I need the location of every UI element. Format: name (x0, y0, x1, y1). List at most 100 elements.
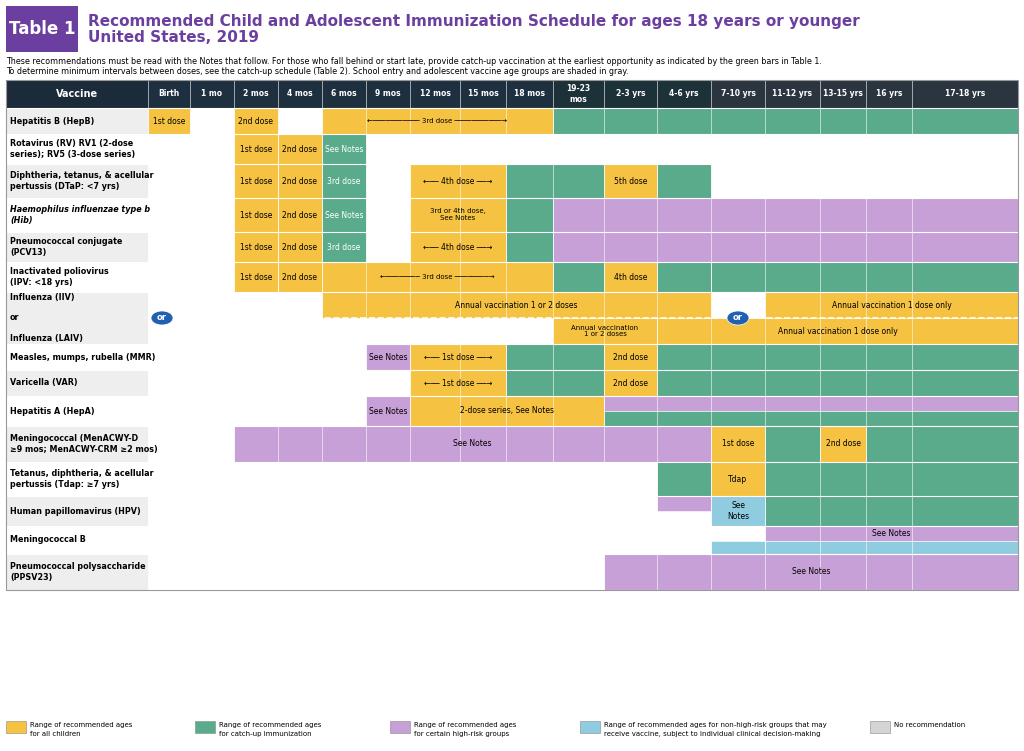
Bar (410, 370, 506, 396)
Bar (322, 134, 366, 164)
Text: United States, 2019: United States, 2019 (88, 30, 259, 45)
Text: Hepatitis B (HepB): Hepatitis B (HepB) (10, 116, 94, 125)
Text: ←──────── 3rd dose ────────→: ←──────── 3rd dose ────────→ (380, 274, 495, 280)
Text: 2nd dose: 2nd dose (283, 144, 317, 153)
Bar (820, 108, 866, 590)
Text: 2nd dose: 2nd dose (825, 439, 860, 448)
Bar (322, 232, 366, 262)
Bar (6, 396, 1018, 426)
Bar (765, 80, 820, 108)
Bar (765, 496, 1018, 526)
Bar (506, 232, 553, 262)
Bar (6, 554, 148, 590)
Text: Hepatitis A (HepA): Hepatitis A (HepA) (10, 406, 94, 415)
Bar (6, 370, 148, 396)
Bar (234, 198, 278, 232)
Text: 7-10 yrs: 7-10 yrs (721, 89, 756, 98)
Bar (6, 721, 26, 733)
Text: Tetanus, diphtheria, & acellular
pertussis (Tdap: ≥7 yrs): Tetanus, diphtheria, & acellular pertuss… (10, 469, 154, 489)
Text: Tdap: Tdap (728, 475, 748, 484)
Bar (6, 262, 1018, 292)
Text: or: or (733, 313, 743, 322)
Bar (820, 80, 866, 108)
Text: 2nd dose: 2nd dose (283, 243, 317, 252)
Bar (604, 411, 1018, 426)
Bar (711, 262, 1018, 292)
Text: 3rd dose: 3rd dose (328, 176, 360, 185)
Text: 1st dose: 1st dose (722, 439, 755, 448)
Bar (6, 262, 148, 292)
Text: Inactivated poliovirus
(IPV: <18 yrs): Inactivated poliovirus (IPV: <18 yrs) (10, 267, 109, 287)
Bar (657, 344, 1018, 370)
Bar (410, 198, 506, 232)
Text: 9 mos: 9 mos (375, 89, 400, 98)
Bar (912, 80, 1018, 108)
Bar (322, 164, 366, 198)
Bar (506, 370, 604, 396)
Ellipse shape (151, 311, 173, 325)
Bar (553, 108, 1018, 134)
Bar (657, 164, 711, 198)
Bar (234, 232, 278, 262)
Bar (6, 6, 78, 52)
Text: 18 mos: 18 mos (514, 89, 545, 98)
Bar (6, 108, 1018, 134)
Bar (6, 426, 148, 462)
Bar (410, 396, 604, 426)
Bar (604, 370, 657, 396)
Text: See Notes: See Notes (369, 352, 408, 361)
Text: Annual vaccination 1 or 2 doses: Annual vaccination 1 or 2 doses (456, 300, 578, 309)
Bar (6, 526, 1018, 554)
Bar (506, 344, 604, 370)
Text: Measles, mumps, rubella (MMR): Measles, mumps, rubella (MMR) (10, 352, 156, 361)
Bar (6, 292, 1018, 344)
Text: Recommended Child and Adolescent Immunization Schedule for ages 18 years or youn: Recommended Child and Adolescent Immuniz… (88, 14, 860, 29)
Text: 2nd dose: 2nd dose (283, 210, 317, 219)
Text: Pneumococcal polysaccharide
(PPSV23): Pneumococcal polysaccharide (PPSV23) (10, 562, 145, 582)
Bar (820, 426, 866, 462)
Bar (6, 232, 1018, 262)
Text: 1st dose: 1st dose (153, 116, 185, 125)
Text: Annual vaccination 1 dose only: Annual vaccination 1 dose only (777, 327, 897, 336)
Bar (6, 344, 1018, 370)
Bar (234, 426, 711, 462)
Bar (604, 164, 657, 198)
Bar (553, 232, 1018, 262)
Bar (6, 370, 1018, 396)
Bar (765, 541, 1018, 554)
Bar (553, 318, 657, 344)
Bar (278, 164, 322, 198)
Text: 3rd dose: 3rd dose (328, 243, 360, 252)
Bar (322, 80, 366, 108)
Text: 2nd dose: 2nd dose (283, 176, 317, 185)
Text: Haemophilus influenzae type b
(Hib): Haemophilus influenzae type b (Hib) (10, 205, 151, 225)
Bar (657, 262, 711, 292)
Text: 2 mos: 2 mos (243, 89, 269, 98)
Text: 2nd dose: 2nd dose (613, 379, 648, 388)
Bar (711, 496, 765, 526)
Bar (6, 496, 148, 526)
Bar (234, 108, 278, 134)
Bar (6, 198, 1018, 232)
Bar (765, 292, 1018, 318)
Text: Birth: Birth (159, 89, 179, 98)
Text: 16 yrs: 16 yrs (876, 89, 902, 98)
Text: 6 mos: 6 mos (331, 89, 356, 98)
Bar (711, 541, 765, 554)
Text: 2nd dose: 2nd dose (613, 352, 648, 361)
Bar (6, 426, 1018, 462)
Text: No recommendation: No recommendation (894, 722, 966, 728)
Bar (604, 554, 1018, 590)
Bar (410, 164, 506, 198)
Text: 4th dose: 4th dose (613, 273, 647, 282)
Text: 1st dose: 1st dose (240, 176, 272, 185)
Bar (6, 164, 148, 198)
Bar (711, 462, 765, 496)
Bar (912, 108, 1018, 590)
Bar (657, 462, 711, 496)
Text: See Notes: See Notes (325, 144, 364, 153)
Text: 2-dose series, See Notes: 2-dose series, See Notes (460, 406, 554, 415)
Bar (6, 292, 148, 344)
Text: for catch-up immunization: for catch-up immunization (219, 731, 311, 737)
Bar (6, 108, 148, 134)
